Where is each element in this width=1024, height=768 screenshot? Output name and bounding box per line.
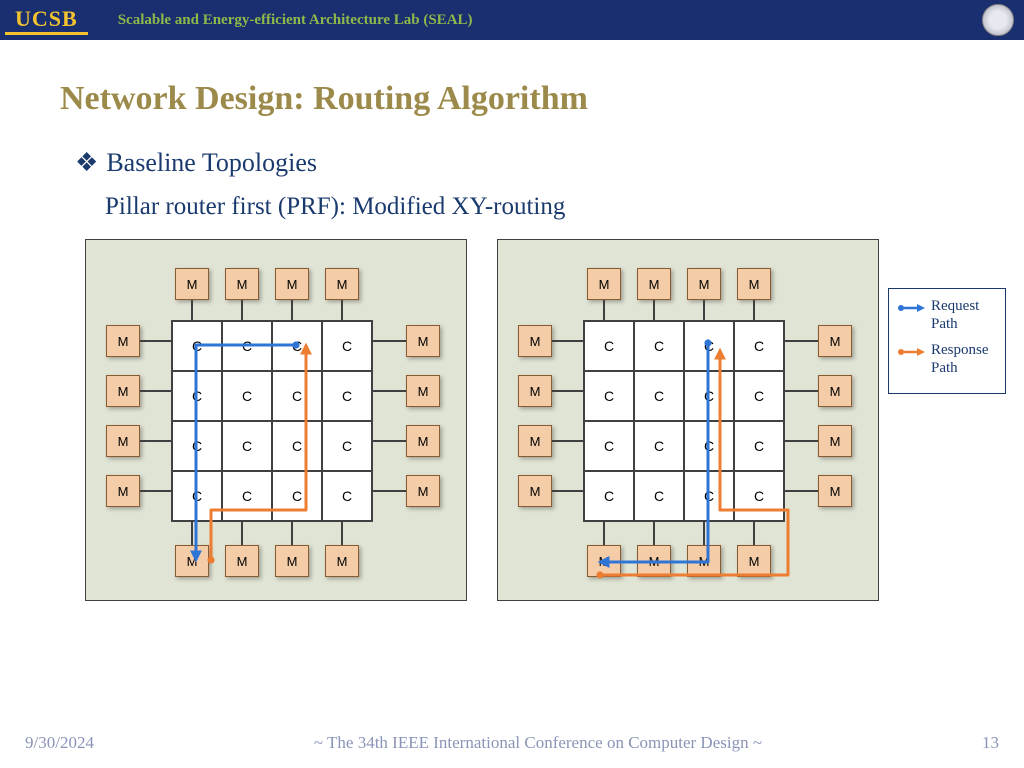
m-box: M — [637, 545, 671, 577]
subline-prf: Pillar router first (PRF): Modified XY-r… — [105, 193, 1024, 221]
c-cell: C — [322, 421, 372, 471]
footer-conference: ~ The 34th IEEE International Conference… — [314, 733, 762, 753]
m-box: M — [818, 475, 852, 507]
c-cell: C — [734, 421, 784, 471]
c-cell: C — [584, 321, 634, 371]
m-box: M — [106, 375, 140, 407]
c-cell: C — [272, 421, 322, 471]
c-cell: C — [634, 421, 684, 471]
m-box: M — [637, 268, 671, 300]
c-cell: C — [172, 421, 222, 471]
c-cell: C — [272, 321, 322, 371]
m-box: M — [687, 545, 721, 577]
c-cell: C — [172, 371, 222, 421]
c-cell: C — [222, 471, 272, 521]
c-cell: C — [584, 371, 634, 421]
c-cell: C — [684, 421, 734, 471]
response-arrow-icon — [897, 345, 925, 359]
header-bar: UCSB Scalable and Energy-efficient Archi… — [0, 0, 1024, 40]
c-cell: C — [584, 471, 634, 521]
c-cell: C — [222, 421, 272, 471]
legend-request-label: Request Path — [931, 297, 997, 333]
m-box: M — [175, 545, 209, 577]
c-cell: C — [222, 321, 272, 371]
m-box: M — [587, 545, 621, 577]
m-box: M — [106, 325, 140, 357]
c-cell: C — [634, 321, 684, 371]
footer: 9/30/2024 ~ The 34th IEEE International … — [0, 733, 1024, 753]
footer-date: 9/30/2024 — [25, 733, 94, 753]
c-cell: C — [222, 371, 272, 421]
m-box: M — [518, 425, 552, 457]
footer-page: 13 — [982, 733, 999, 753]
ucsb-logo: UCSB — [5, 6, 88, 35]
c-cell: C — [322, 321, 372, 371]
seal-icon — [982, 4, 1014, 36]
diagram-panel-right: CCCCCCCCCCCCCCCCMMMMMMMMMMMMMMMM — [497, 239, 879, 601]
m-box: M — [406, 375, 440, 407]
request-arrow-icon — [897, 301, 925, 315]
m-box: M — [818, 325, 852, 357]
diagrams-container: CCCCCCCCCCCCCCCCMMMMMMMMMMMMMMMM CCCCCCC… — [85, 239, 1024, 601]
c-cell: C — [684, 471, 734, 521]
m-box: M — [406, 325, 440, 357]
bullet-icon: ❖ — [75, 148, 98, 177]
m-box: M — [406, 425, 440, 457]
legend-response-label: Response Path — [931, 341, 997, 377]
c-cell: C — [684, 371, 734, 421]
legend-request: Request Path — [897, 297, 997, 333]
slide-title: Network Design: Routing Algorithm — [60, 80, 1024, 118]
m-box: M — [275, 545, 309, 577]
c-cell: C — [734, 321, 784, 371]
legend-response: Response Path — [897, 341, 997, 377]
c-cell: C — [734, 371, 784, 421]
c-cell: C — [322, 471, 372, 521]
c-cell: C — [172, 471, 222, 521]
m-box: M — [175, 268, 209, 300]
c-cell: C — [684, 321, 734, 371]
m-box: M — [737, 268, 771, 300]
bullet-topologies: ❖ Baseline Topologies — [75, 148, 1024, 178]
c-cell: C — [734, 471, 784, 521]
diagram-panel-left: CCCCCCCCCCCCCCCCMMMMMMMMMMMMMMMM — [85, 239, 467, 601]
m-box: M — [275, 268, 309, 300]
m-box: M — [106, 425, 140, 457]
m-box: M — [325, 268, 359, 300]
c-cell: C — [634, 371, 684, 421]
m-box: M — [106, 475, 140, 507]
lab-name: Scalable and Energy-efficient Architectu… — [118, 12, 473, 29]
m-box: M — [518, 475, 552, 507]
m-box: M — [518, 375, 552, 407]
c-grid: CCCCCCCCCCCCCCCC — [583, 320, 785, 522]
c-cell: C — [584, 421, 634, 471]
m-box: M — [325, 545, 359, 577]
m-box: M — [518, 325, 552, 357]
c-cell: C — [322, 371, 372, 421]
m-box: M — [225, 268, 259, 300]
legend-box: Request Path Response Path — [888, 288, 1006, 394]
m-box: M — [587, 268, 621, 300]
c-grid: CCCCCCCCCCCCCCCC — [171, 320, 373, 522]
c-cell: C — [272, 471, 322, 521]
m-box: M — [737, 545, 771, 577]
m-box: M — [818, 375, 852, 407]
m-box: M — [225, 545, 259, 577]
bullet-text: Baseline Topologies — [106, 148, 317, 177]
c-cell: C — [172, 321, 222, 371]
m-box: M — [687, 268, 721, 300]
c-cell: C — [634, 471, 684, 521]
m-box: M — [406, 475, 440, 507]
m-box: M — [818, 425, 852, 457]
c-cell: C — [272, 371, 322, 421]
